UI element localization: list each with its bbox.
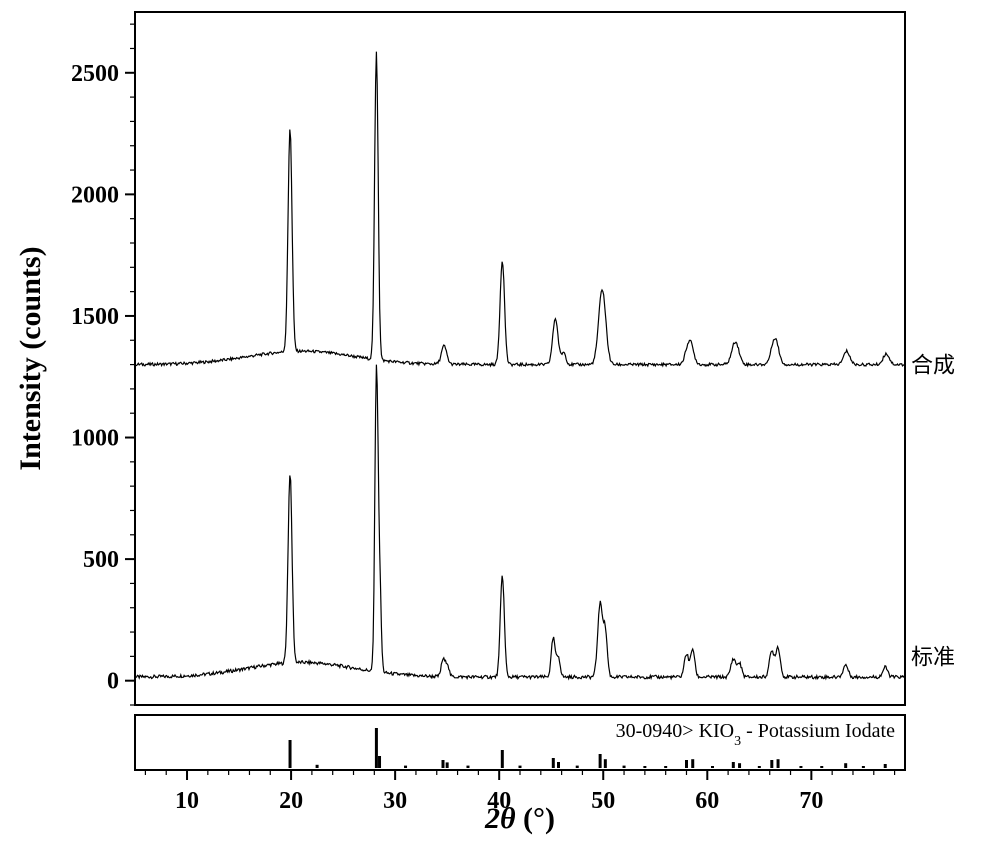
reference-label: 30-0940> KIO3 - Potassium Iodate bbox=[616, 720, 895, 749]
spectrum-top bbox=[135, 52, 905, 366]
y-axis-label: Intensity (counts) bbox=[14, 246, 47, 470]
x-tick-label: 20 bbox=[279, 788, 303, 814]
y-tick-label: 1000 bbox=[71, 426, 119, 452]
xrd-figure: 102030405060702θ (°)05001000150020002500… bbox=[0, 0, 1000, 853]
x-axis-label: 2θ (°) bbox=[484, 802, 555, 835]
x-tick-label: 30 bbox=[383, 788, 407, 814]
series-bottom-label: 标准 bbox=[911, 644, 955, 669]
x-tick-label: 10 bbox=[175, 788, 199, 814]
y-tick-label: 2000 bbox=[71, 182, 119, 208]
y-tick-label: 500 bbox=[83, 547, 119, 573]
main-plot-frame bbox=[135, 12, 905, 705]
series-top-label: 合成 bbox=[911, 353, 955, 378]
spectrum-bottom bbox=[135, 365, 905, 679]
spectra-group bbox=[135, 52, 905, 679]
xrd-svg: 102030405060702θ (°)05001000150020002500… bbox=[0, 0, 1000, 853]
x-tick-label: 60 bbox=[695, 788, 719, 814]
y-tick-label: 1500 bbox=[71, 304, 119, 330]
x-tick-label: 50 bbox=[591, 788, 615, 814]
y-tick-label: 2500 bbox=[71, 61, 119, 87]
y-tick-label: 0 bbox=[107, 669, 119, 695]
x-tick-label: 70 bbox=[799, 788, 823, 814]
